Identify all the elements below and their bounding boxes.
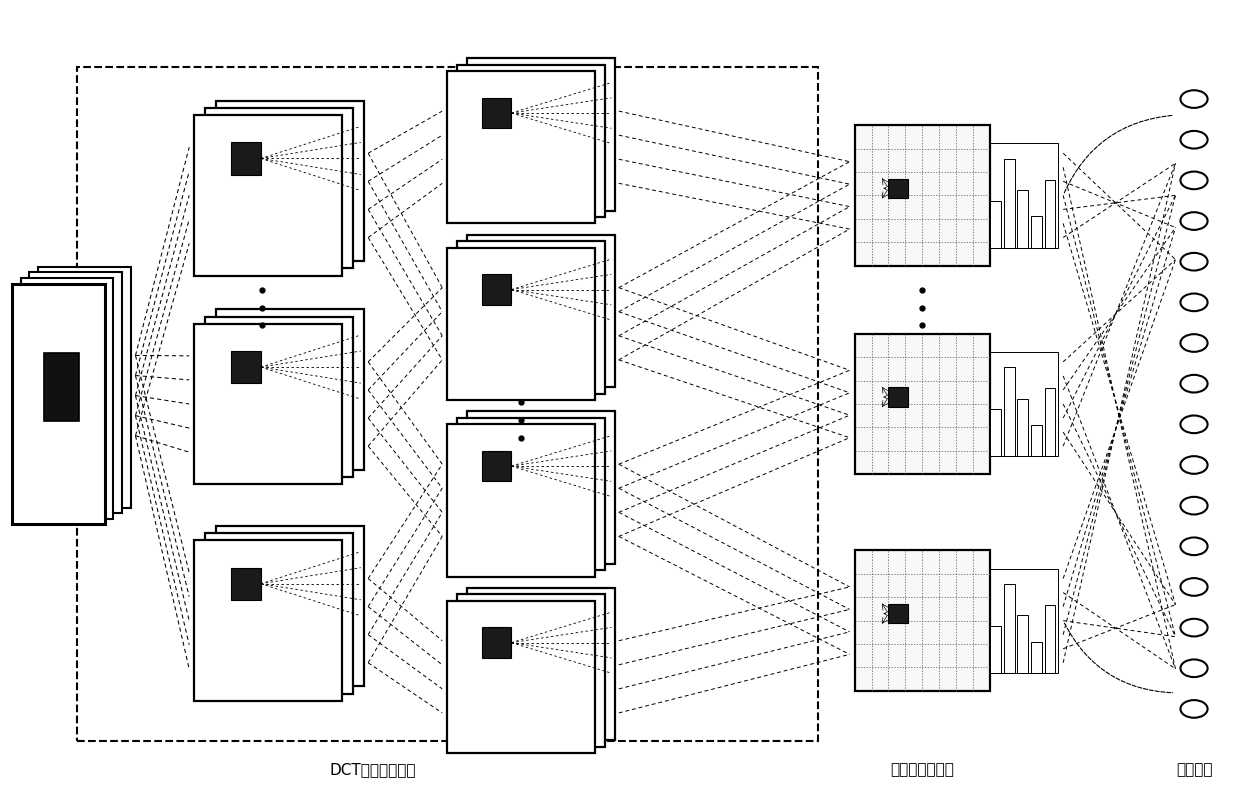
Text: DCT滤波器卷积层: DCT滤波器卷积层: [330, 762, 417, 777]
Bar: [467, 587, 615, 740]
Bar: [458, 65, 605, 217]
Bar: [991, 409, 1001, 457]
Bar: [889, 387, 908, 406]
Bar: [216, 309, 365, 469]
Bar: [854, 550, 991, 691]
Bar: [482, 275, 511, 305]
Bar: [467, 411, 615, 564]
Bar: [854, 334, 991, 474]
Bar: [889, 179, 908, 198]
Bar: [1004, 368, 1014, 457]
Bar: [206, 317, 353, 477]
Bar: [991, 626, 1001, 673]
Bar: [458, 418, 605, 570]
Bar: [1004, 159, 1014, 247]
Bar: [195, 324, 342, 484]
Bar: [195, 541, 342, 701]
Bar: [889, 604, 908, 624]
Bar: [1044, 389, 1055, 457]
Bar: [467, 234, 615, 387]
Bar: [1018, 616, 1028, 673]
Bar: [467, 58, 615, 211]
Bar: [854, 125, 991, 266]
Bar: [231, 351, 260, 383]
Bar: [216, 101, 365, 261]
Bar: [991, 351, 1058, 457]
Bar: [231, 142, 260, 175]
Bar: [448, 247, 595, 400]
Bar: [448, 600, 595, 753]
Bar: [206, 533, 353, 694]
Bar: [30, 272, 122, 513]
Bar: [38, 267, 130, 507]
Bar: [1018, 190, 1028, 247]
Bar: [482, 451, 511, 482]
Bar: [1018, 399, 1028, 457]
Bar: [1004, 584, 1014, 673]
Bar: [1032, 217, 1042, 247]
Bar: [482, 627, 511, 658]
Bar: [77, 67, 817, 741]
Bar: [448, 424, 595, 577]
Bar: [1032, 425, 1042, 457]
Bar: [991, 200, 1001, 247]
Bar: [1044, 605, 1055, 673]
Bar: [991, 143, 1058, 247]
Bar: [43, 353, 78, 421]
Bar: [231, 568, 260, 600]
Bar: [21, 278, 113, 519]
Text: 特征向量: 特征向量: [1176, 762, 1213, 777]
Bar: [991, 569, 1058, 673]
Bar: [12, 284, 104, 524]
Text: 二値化及块直方: 二値化及块直方: [890, 762, 955, 777]
Bar: [1032, 642, 1042, 673]
Bar: [458, 241, 605, 393]
Bar: [1044, 179, 1055, 247]
Bar: [206, 108, 353, 268]
Bar: [458, 594, 605, 747]
Bar: [195, 115, 342, 276]
Bar: [482, 98, 511, 128]
Bar: [216, 526, 365, 687]
Bar: [448, 71, 595, 224]
